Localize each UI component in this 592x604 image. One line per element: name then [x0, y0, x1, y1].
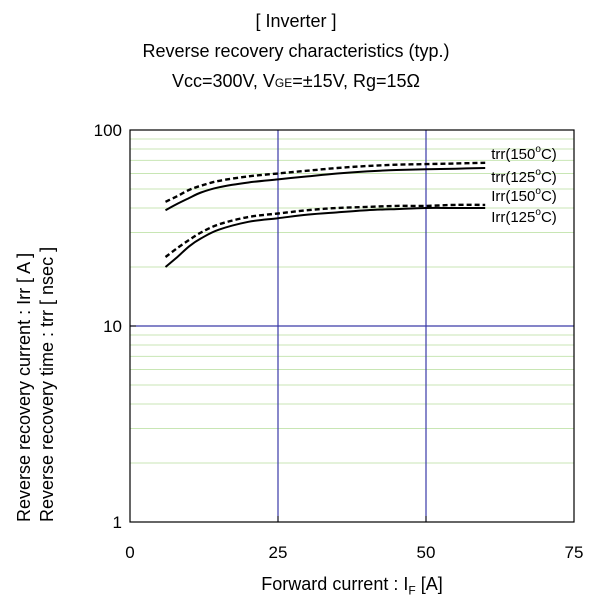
chart-title-line-3-suffix: =±15V, Rg=15Ω	[292, 71, 421, 91]
x-tick-label: 25	[269, 543, 288, 562]
chart-title-line-3-sub: GE	[274, 76, 293, 90]
y-axis-label-time: Reverse recovery time : trr [ nsec ]	[37, 246, 57, 522]
chart-title-line-3: Vcc=300V, VGE=±15V, Rg=15Ω	[0, 70, 592, 94]
series-line-irr-125-c	[164, 206, 486, 268]
series-line-trr-125-c	[165, 167, 486, 212]
y-tick-label: 1	[113, 513, 122, 532]
series-curves	[164, 161, 486, 268]
chart-title-line-3-prefix: Vcc=300V, V	[171, 71, 275, 91]
chart-title-line-1: [ Inverter ]	[255, 11, 337, 31]
minor-gridlines	[130, 138, 574, 464]
x-axis-label-sub: F	[408, 583, 416, 598]
major-gridlines	[130, 130, 574, 522]
chart-title-line-2: Reverse recovery characteristics (typ.)	[142, 41, 450, 61]
x-tick-label: 75	[565, 543, 584, 562]
x-tick-label: 0	[125, 543, 134, 562]
series-labels: trr(150oC) trr(125oC)Irr(150oC) Irr(125oC)	[491, 144, 557, 226]
x-tick-label: 50	[417, 543, 436, 562]
series-line-trr-150-c	[165, 161, 486, 203]
series-label: Irr(150oC)	[491, 186, 557, 205]
series-line-irr-150-c	[164, 203, 486, 258]
series-label: trr(150oC)	[491, 144, 557, 163]
x-axis-label-unit: [A]	[415, 574, 443, 594]
x-axis-label-text: Forward current : I	[261, 574, 409, 594]
series-label: trr(125oC)	[491, 167, 557, 186]
tick-labels: 0 25 50 75 1 10 100	[94, 121, 584, 562]
y-axis-label-current: Reverse recovery current : Irr [ A ]	[14, 252, 34, 522]
y-tick-label: 100	[94, 121, 122, 140]
axis-tick-marks	[129, 129, 575, 523]
y-tick-label: 10	[103, 317, 122, 336]
x-axis-label: Forward current : IF [A]	[130, 574, 574, 598]
series-label: Irr(125oC)	[491, 207, 557, 226]
